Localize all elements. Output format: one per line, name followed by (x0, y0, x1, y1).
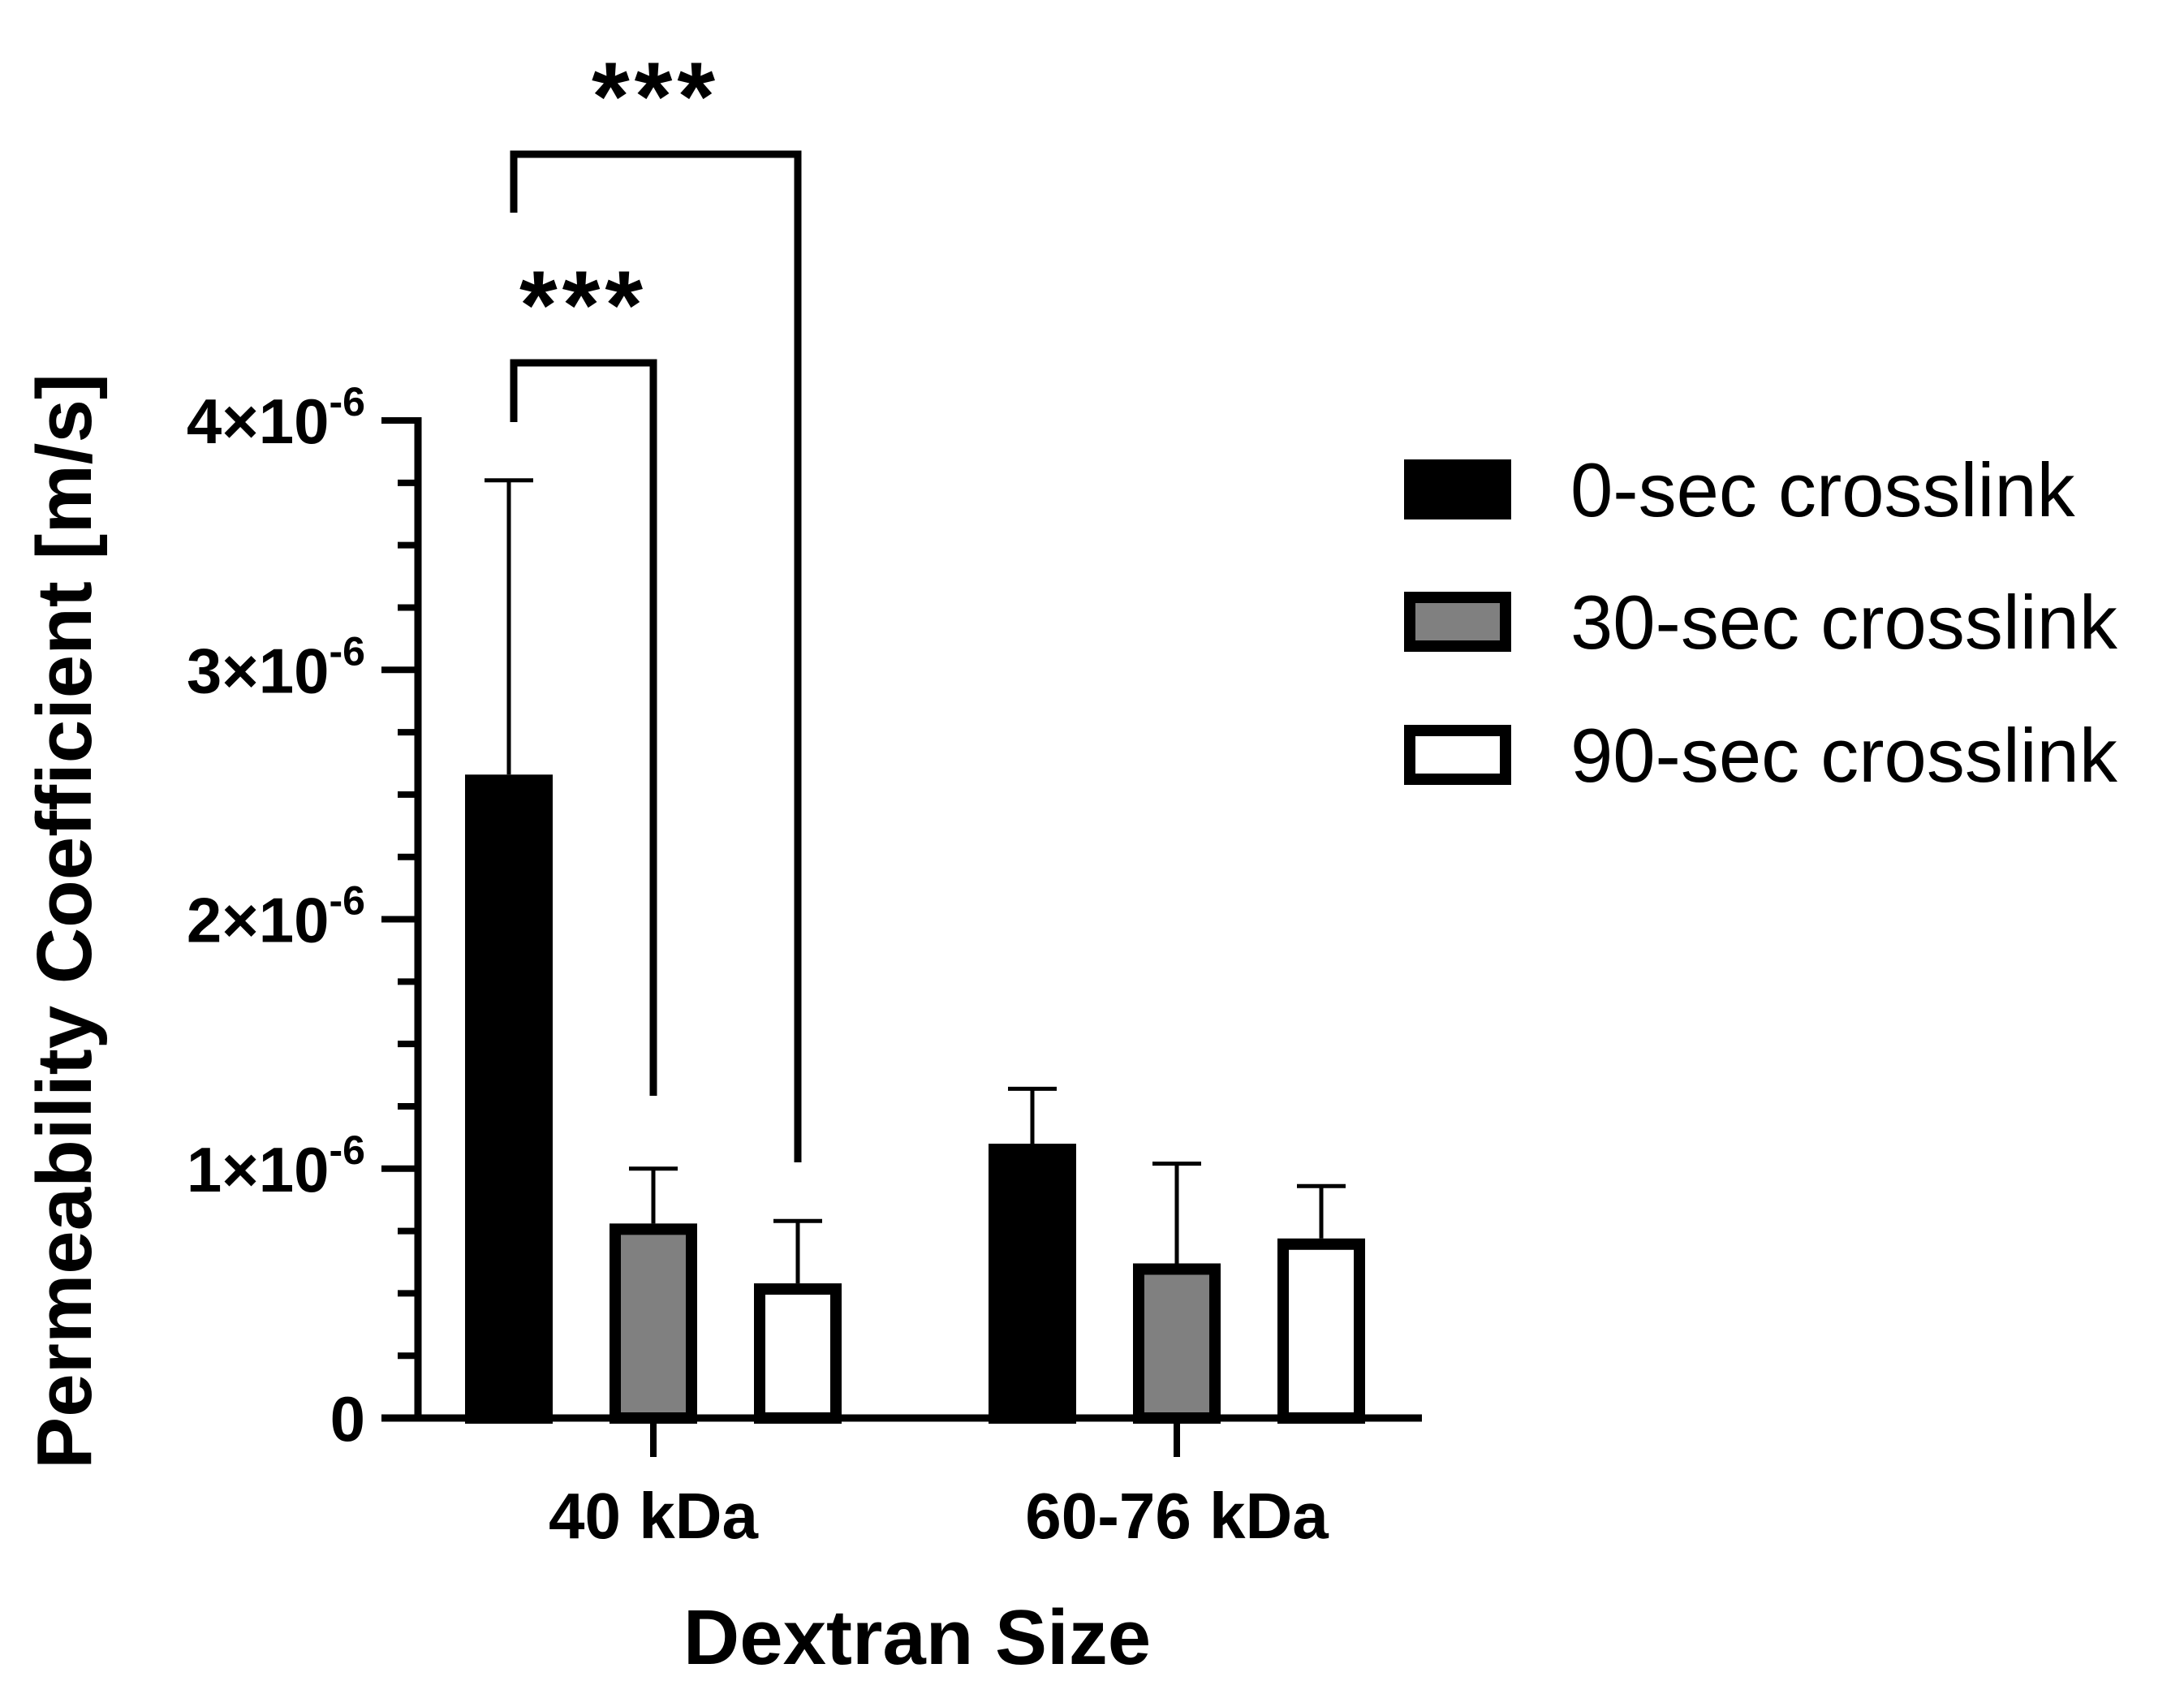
x-tick-label: 40 kDa (549, 1480, 758, 1552)
legend-label: 0-sec crosslink (1570, 447, 2076, 532)
legend-label: 90-sec crosslink (1570, 713, 2118, 798)
bars (465, 774, 1365, 1425)
x-axis-title: Dextran Size (683, 1594, 1151, 1681)
x-tick-label: 60-76 kDa (1025, 1480, 1329, 1552)
y-axis-tick-labels: 4×10-6 3×10-6 2×10-6 1×10-6 0 (187, 379, 365, 1455)
bar-30-sec-crosslink-60-76-kda (1133, 1263, 1221, 1424)
significance-bracket (510, 150, 802, 1162)
bar-0-sec-crosslink-60-76-kda (989, 1144, 1076, 1425)
y-axis-ticks (381, 417, 418, 1421)
bar-30-sec-crosslink-40-kda (610, 1223, 697, 1424)
bar-90-sec-crosslink-40-kda (754, 1283, 842, 1424)
y-axis-title: Permeability Coefficient [m/s] (21, 373, 108, 1469)
y-tick-label: 3×10-6 (187, 628, 365, 706)
y-tick-label: 0 (330, 1383, 365, 1455)
significance-label: *** (592, 42, 720, 151)
legend: 0-sec crosslink 30-sec crosslink 90-sec cr… (1404, 447, 2118, 798)
y-tick-label: 1×10-6 (187, 1127, 365, 1205)
error-bars (485, 478, 1346, 1284)
legend-swatch (1404, 592, 1511, 652)
legend-label: 30-sec crosslink (1570, 580, 2118, 665)
x-axis-ticks (650, 1418, 1180, 1457)
significance-brackets: *** *** (510, 42, 802, 1162)
bar-0-sec-crosslink-40-kda (465, 774, 553, 1424)
legend-swatch (1404, 725, 1511, 785)
legend-swatch (1404, 459, 1511, 519)
bar-90-sec-crosslink-60-76-kda (1277, 1238, 1365, 1425)
y-tick-label: 4×10-6 (187, 379, 365, 457)
significance-bracket (510, 359, 657, 1096)
significance-label: *** (519, 251, 648, 360)
x-axis-tick-labels: 40 kDa 60-76 kDa (549, 1480, 1329, 1552)
y-tick-label: 2×10-6 (187, 878, 365, 956)
